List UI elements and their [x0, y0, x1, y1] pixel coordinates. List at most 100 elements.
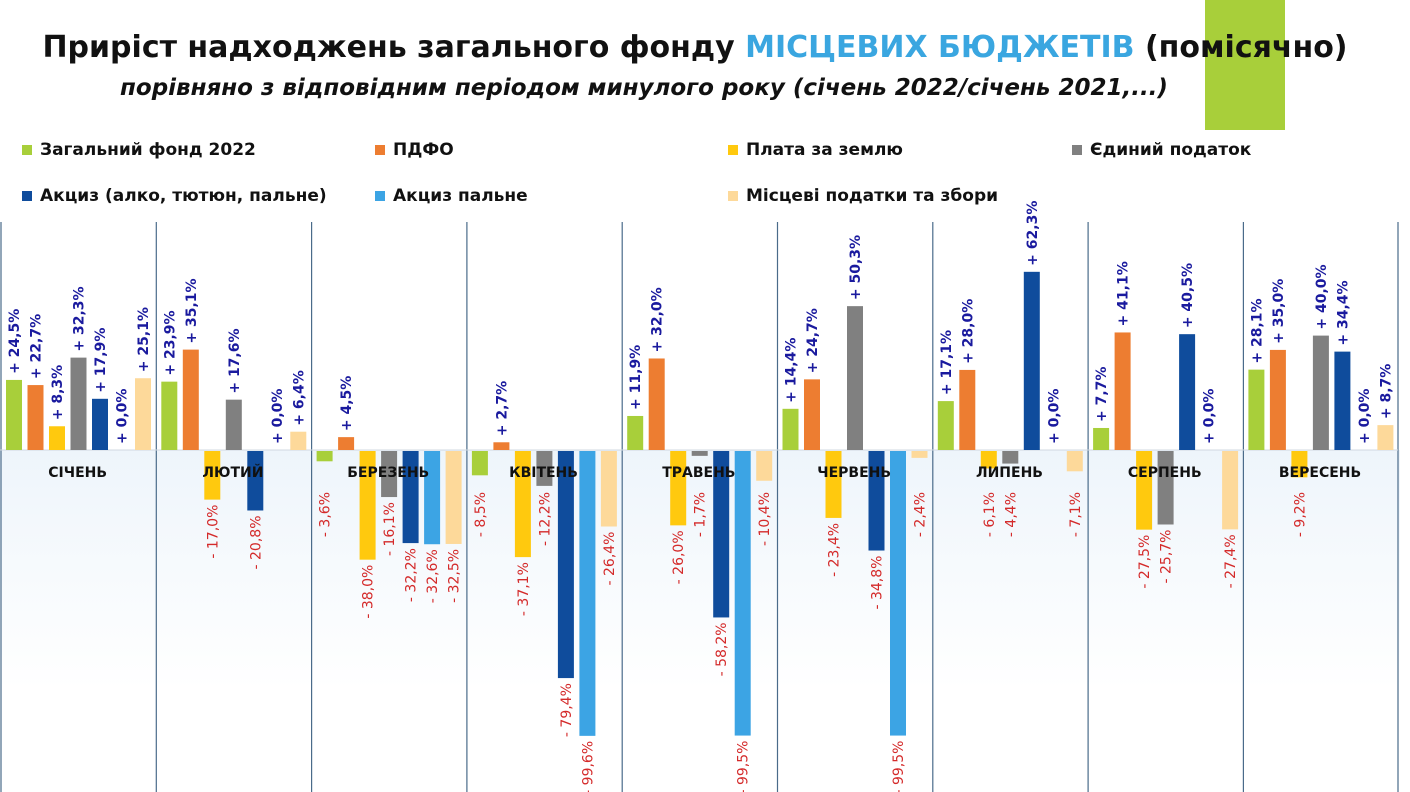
- bar: [204, 451, 221, 500]
- data-label: + 32,0%: [650, 287, 666, 352]
- bar: [1157, 451, 1174, 525]
- legend-swatch: [375, 145, 385, 155]
- data-label: + 17,6%: [227, 328, 243, 393]
- data-label: + 0,0%: [115, 389, 131, 444]
- bar: [782, 408, 799, 450]
- bar: [980, 451, 997, 469]
- bar: [6, 379, 22, 450]
- legend-label: Місцеві податки та збори: [746, 186, 999, 206]
- legend-swatch: [1072, 145, 1082, 155]
- bar: [890, 451, 906, 736]
- data-label: + 24,7%: [805, 308, 821, 373]
- data-label: - 7,1%: [1068, 492, 1084, 537]
- bar: [1023, 271, 1040, 450]
- category-label: ЛЮТИЙ: [202, 464, 263, 481]
- bar: [847, 306, 863, 450]
- legend-item: Акциз пальне: [375, 186, 528, 206]
- data-label: + 40,5%: [1180, 263, 1196, 328]
- bar: [359, 451, 376, 560]
- bar: [648, 358, 665, 450]
- data-label: - 2,4%: [913, 492, 929, 537]
- data-label: + 17,1%: [939, 330, 955, 395]
- category-label: ТРАВЕНЬ: [662, 465, 735, 481]
- legend-item: Єдиний податок: [1072, 140, 1251, 160]
- bar: [290, 431, 307, 450]
- bar: [713, 451, 730, 618]
- bar: [579, 451, 596, 736]
- data-label: + 40,0%: [1314, 264, 1330, 329]
- data-label: - 10,4%: [757, 492, 773, 546]
- title-part1: Приріст надходжень загального фонду: [42, 30, 746, 65]
- legend-item: ПДФО: [375, 140, 454, 160]
- data-label: + 50,3%: [848, 235, 864, 300]
- data-label: + 28,1%: [1249, 298, 1265, 363]
- data-label: + 7,7%: [1094, 367, 1110, 422]
- data-label: - 20,8%: [248, 515, 264, 569]
- data-label: + 0,0%: [1046, 389, 1062, 444]
- data-label: - 17,0%: [205, 505, 221, 559]
- data-label: - 32,6%: [425, 549, 441, 603]
- data-label: + 24,5%: [7, 309, 23, 374]
- data-label: + 17,9%: [93, 328, 109, 393]
- bar: [734, 451, 751, 736]
- category-label: ЧЕРВЕНЬ: [817, 465, 891, 481]
- bar: [1002, 451, 1019, 464]
- bar: [868, 451, 885, 551]
- bar: [1248, 369, 1265, 450]
- legend-item: Місцеві податки та збори: [728, 186, 998, 206]
- data-label: + 0,0%: [1357, 389, 1373, 444]
- decorative-green-block: [1205, 0, 1285, 130]
- bar: [1269, 349, 1286, 450]
- legend-label: Акциз пальне: [393, 186, 528, 206]
- bar: [381, 451, 398, 498]
- bar: [49, 426, 65, 450]
- data-label: + 28,0%: [960, 299, 976, 364]
- category-label: ВЕРЕСЕНЬ: [1279, 465, 1361, 481]
- bar: [1136, 451, 1153, 530]
- data-label: - 9,2%: [1292, 492, 1308, 537]
- bar: [1312, 335, 1329, 450]
- data-label: - 23,4%: [827, 523, 843, 577]
- bar: [804, 379, 820, 450]
- data-label: - 16,1%: [382, 502, 398, 556]
- bar: [27, 385, 44, 450]
- legend-item: Плата за землю: [728, 140, 903, 160]
- data-label: - 32,5%: [447, 549, 463, 603]
- data-label: - 3,6%: [318, 492, 334, 537]
- bar: [557, 451, 574, 679]
- data-label: - 99,5%: [736, 741, 752, 792]
- legend-item: Акциз (алко, тютюн, пальне): [22, 186, 327, 206]
- bar: [471, 451, 488, 476]
- data-label: - 99,6%: [580, 741, 596, 792]
- data-label: - 8,5%: [473, 492, 489, 537]
- category-label: СЕРПЕНЬ: [1128, 465, 1202, 481]
- data-label: - 12,2%: [537, 492, 553, 546]
- data-label: + 11,9%: [628, 345, 644, 410]
- data-label: - 38,0%: [361, 565, 377, 619]
- data-label: - 58,2%: [714, 622, 730, 676]
- legend-swatch: [22, 145, 32, 155]
- bar: [424, 451, 441, 545]
- bar: [135, 378, 151, 450]
- data-label: - 4,4%: [1003, 492, 1019, 537]
- bar: [1093, 427, 1110, 450]
- bar: [514, 451, 531, 558]
- bar: [911, 451, 928, 458]
- data-label: - 27,4%: [1223, 534, 1239, 588]
- legend-label: Плата за землю: [746, 140, 903, 160]
- legend-swatch: [375, 191, 385, 201]
- bar: [1377, 425, 1394, 450]
- title-part2: (помісячно): [1134, 30, 1348, 65]
- data-label: + 35,0%: [1271, 279, 1287, 344]
- data-label: + 8,3%: [50, 365, 66, 420]
- bar: [959, 369, 976, 450]
- legend-label: Загальний фонд 2022: [40, 140, 256, 160]
- data-label: - 6,1%: [982, 492, 998, 537]
- bar: [402, 451, 419, 544]
- bar: [161, 381, 178, 450]
- data-label: + 35,1%: [184, 278, 200, 343]
- bar: [1334, 351, 1351, 450]
- bar: [1291, 451, 1308, 478]
- category-label: БЕРЕЗЕНЬ: [347, 465, 429, 481]
- data-label: - 1,7%: [693, 492, 709, 537]
